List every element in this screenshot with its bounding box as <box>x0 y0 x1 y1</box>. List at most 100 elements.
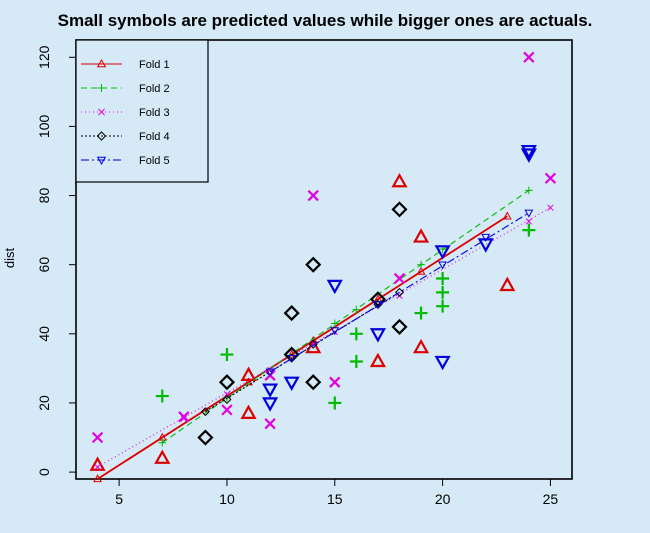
fold-3-actual-point <box>307 189 319 202</box>
fold-3-predicted-point <box>180 415 188 422</box>
fold-5-actual-point <box>262 397 279 412</box>
fold-4-actual-point <box>391 318 408 335</box>
fold-2-predicted-point <box>352 305 361 314</box>
fold-3-predicted-point <box>94 463 101 471</box>
fold-5-actual-point <box>262 383 279 398</box>
fold-3-actual-point <box>91 431 104 444</box>
fold-4-predicted-point <box>222 394 232 405</box>
legend-marker-fold-1 <box>96 58 107 68</box>
fold-1-actual-point <box>89 456 106 471</box>
fold-1-predicted-point <box>93 474 103 483</box>
legend-marker-fold-5 <box>96 156 107 166</box>
fold-4-actual-point <box>283 305 300 322</box>
y-tick-label: 100 <box>36 115 52 139</box>
fold-1-actual-point <box>240 366 257 381</box>
y-axis-label: dist <box>2 247 17 268</box>
fold-4-predicted-point <box>200 407 210 417</box>
fold-1-line <box>97 215 508 480</box>
fold-5-actual-point <box>434 245 451 260</box>
x-tick-label: 25 <box>543 491 559 507</box>
fold-4-actual-point <box>197 429 214 446</box>
fold-2-predicted-point <box>330 319 339 328</box>
fold-1-predicted-point <box>287 349 297 358</box>
axes: 5 10 15 20 25 0 20 40 60 80 100 120 <box>36 45 558 507</box>
legend: Fold 1 Fold 2 Fold 3 Fold 4 Fold 5 <box>75 39 209 183</box>
fold-1-predicted-point <box>416 266 426 275</box>
fold-3-actual-point <box>329 376 341 388</box>
fold-2-predicted-point <box>525 186 533 195</box>
fold-3-actual-point <box>264 418 276 430</box>
fold-3-line <box>97 207 551 468</box>
fold-5-predicted-point <box>265 368 275 377</box>
fold-2-actual-point <box>414 306 428 320</box>
chart-title: Small symbols are predicted values while… <box>58 11 593 30</box>
fold-5-actual-point <box>283 376 300 391</box>
y-tick-label: 20 <box>36 395 52 411</box>
data-marks <box>89 51 557 483</box>
fold-5-line <box>269 212 530 373</box>
x-tick-label: 15 <box>327 491 343 507</box>
fold-1-predicted-point <box>502 211 512 220</box>
y-tick-label: 120 <box>36 45 52 69</box>
fold-2-actual-point <box>328 396 342 410</box>
series-fold-5 <box>262 144 537 412</box>
fold-2-actual-point <box>436 285 450 299</box>
fold-5-predicted-point <box>481 233 491 242</box>
fold-2-actual-point <box>155 389 169 403</box>
plot-frame <box>75 39 573 480</box>
fold-4-actual-point <box>305 374 322 391</box>
legend-label-fold-2: Fold 2 <box>139 83 170 95</box>
x-tick-label: 20 <box>435 491 451 507</box>
legend-marker-fold-3 <box>98 108 105 116</box>
legend-marker-fold-2 <box>97 84 106 92</box>
fold-1-predicted-point <box>244 377 253 386</box>
legend-label-fold-5: Fold 5 <box>139 155 170 167</box>
y-tick-label: 40 <box>36 326 52 342</box>
legend-label-fold-1: Fold 1 <box>139 59 170 71</box>
fold-4-actual-point <box>305 256 322 273</box>
fold-3-actual-point <box>178 411 190 423</box>
fold-2-actual-point <box>349 354 363 368</box>
fold-1-actual-point <box>499 276 516 292</box>
legend-label-fold-4: Fold 4 <box>139 131 170 143</box>
fold-2-actual-point <box>349 327 363 341</box>
fold-5-predicted-point <box>287 354 297 363</box>
legend-label-fold-3: Fold 3 <box>139 107 170 119</box>
x-tick-label: 10 <box>219 491 235 507</box>
fold-4-actual-point <box>391 201 408 218</box>
fold-4-actual-point <box>369 291 386 308</box>
fold-2-predicted-point <box>417 260 425 269</box>
fold-3-predicted-point <box>547 204 554 211</box>
fold-2-actual-point <box>522 223 536 237</box>
fold-4-predicted-point <box>394 287 404 297</box>
fold-2-actual-point <box>220 348 234 362</box>
x-tick-label: 5 <box>115 491 123 507</box>
fold-2-actual-point <box>436 272 450 286</box>
fold-5-actual-point <box>520 144 537 160</box>
fold-5-actual-point <box>326 279 343 295</box>
series-fold-1 <box>89 172 516 483</box>
fold-3-actual-point <box>544 172 557 184</box>
fold-3-actual-point <box>523 51 535 63</box>
fold-5-predicted-point <box>373 301 383 310</box>
fold-5-actual-point <box>520 148 537 163</box>
fold-1-actual-point <box>240 404 257 419</box>
fold-3-predicted-point <box>525 218 533 225</box>
fold-1-actual-point <box>391 172 408 188</box>
fold-4-actual-point <box>218 374 236 391</box>
fold-3-actual-point <box>221 404 233 416</box>
y-tick-label: 0 <box>36 468 52 476</box>
fold-4-predicted-point <box>308 339 318 349</box>
fold-3-actual-point <box>393 272 406 285</box>
fold-1-actual-point <box>369 352 386 368</box>
fold-5-actual-point <box>477 238 494 253</box>
fold-1-actual-point <box>412 338 430 354</box>
legend-marker-fold-4 <box>96 131 107 141</box>
fold-5-actual-point <box>434 355 451 371</box>
y-tick-label: 80 <box>36 188 52 204</box>
fold-5-predicted-point <box>524 209 534 218</box>
fold-5-predicted-point <box>438 261 448 270</box>
fold-5-actual-point <box>369 328 386 343</box>
